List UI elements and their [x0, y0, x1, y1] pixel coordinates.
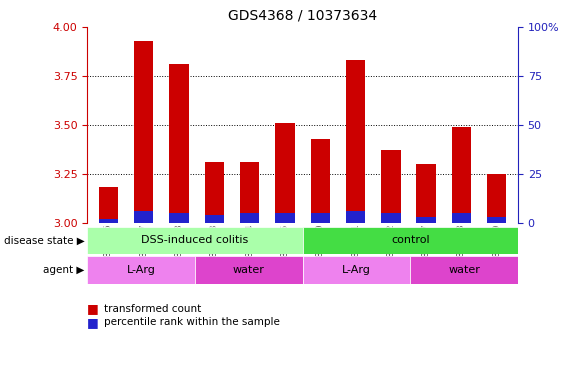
- Text: L-Arg: L-Arg: [127, 265, 155, 275]
- Text: ■: ■: [87, 302, 99, 315]
- Title: GDS4368 / 10373634: GDS4368 / 10373634: [228, 9, 377, 23]
- Bar: [452, 127, 471, 223]
- Bar: [204, 215, 224, 223]
- Bar: [134, 41, 154, 223]
- Text: water: water: [233, 265, 265, 275]
- Bar: [99, 187, 118, 223]
- Bar: [303, 256, 410, 284]
- Bar: [381, 213, 401, 223]
- Text: agent ▶: agent ▶: [43, 265, 84, 275]
- Text: water: water: [448, 265, 480, 275]
- Bar: [381, 150, 401, 223]
- Bar: [87, 227, 303, 254]
- Bar: [204, 162, 224, 223]
- Bar: [169, 213, 189, 223]
- Bar: [275, 213, 294, 223]
- Text: control: control: [391, 235, 430, 245]
- Bar: [240, 162, 260, 223]
- Bar: [417, 217, 436, 223]
- Bar: [169, 64, 189, 223]
- Bar: [195, 256, 303, 284]
- Bar: [99, 219, 118, 223]
- Bar: [487, 217, 507, 223]
- Text: percentile rank within the sample: percentile rank within the sample: [104, 317, 280, 327]
- Text: L-Arg: L-Arg: [342, 265, 371, 275]
- Bar: [134, 211, 154, 223]
- Bar: [240, 213, 260, 223]
- Bar: [417, 164, 436, 223]
- Bar: [303, 227, 518, 254]
- Text: DSS-induced colitis: DSS-induced colitis: [141, 235, 248, 245]
- Text: transformed count: transformed count: [104, 304, 202, 314]
- Bar: [346, 60, 365, 223]
- Bar: [311, 139, 330, 223]
- Text: ■: ■: [87, 316, 99, 329]
- Bar: [410, 256, 518, 284]
- Bar: [87, 256, 195, 284]
- Text: disease state ▶: disease state ▶: [4, 235, 84, 245]
- Bar: [452, 213, 471, 223]
- Bar: [275, 123, 294, 223]
- Bar: [311, 213, 330, 223]
- Bar: [346, 211, 365, 223]
- Bar: [487, 174, 507, 223]
